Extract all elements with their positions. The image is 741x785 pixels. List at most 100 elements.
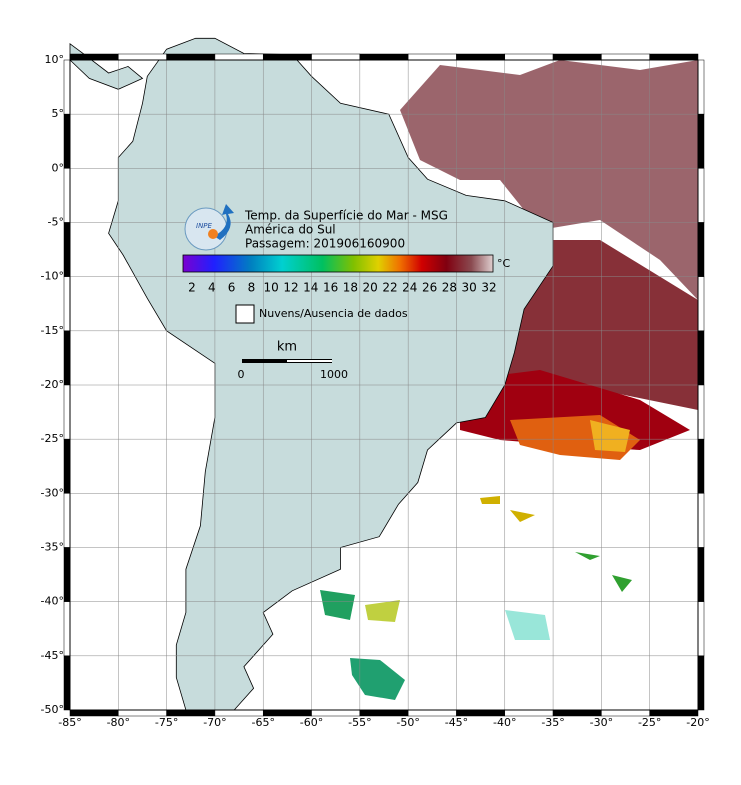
frame-segment xyxy=(69,53,119,61)
frame-segment xyxy=(63,547,71,602)
scale-label: 0 xyxy=(238,368,245,381)
frame-segment xyxy=(697,222,705,277)
frame-segment xyxy=(552,53,602,61)
colorbar-unit: °C xyxy=(497,257,511,270)
colorbar-label: 22 xyxy=(382,281,397,295)
colorbar xyxy=(182,254,494,273)
frame-segment xyxy=(63,113,71,169)
lon-tick-label: -55° xyxy=(348,716,371,729)
colorbar-label: 18 xyxy=(343,281,358,295)
frame-segment xyxy=(63,438,71,494)
map-border xyxy=(69,59,699,711)
scale-label: 1000 xyxy=(320,368,348,381)
frame-segment xyxy=(214,53,264,61)
colorbar-label: 8 xyxy=(248,281,256,295)
frame-segment xyxy=(504,53,554,61)
lat-tick-label: -15° xyxy=(41,324,64,337)
frame-segment xyxy=(697,276,705,332)
frame-segment xyxy=(63,168,71,223)
colorbar-label: 16 xyxy=(323,281,338,295)
colorbar-label: 26 xyxy=(422,281,437,295)
colorbar-label: 30 xyxy=(462,281,477,295)
lon-tick-label: -60° xyxy=(300,716,323,729)
colorbar-label: 12 xyxy=(283,281,298,295)
lon-tick-label: -65° xyxy=(251,716,274,729)
frame-segment xyxy=(407,53,457,61)
frame-segment xyxy=(697,330,705,386)
frame-segment xyxy=(63,655,71,711)
frame-segment xyxy=(63,384,71,440)
lon-tick-label: -75° xyxy=(155,716,178,729)
title-line: Passagem: 201906160900 xyxy=(245,237,405,251)
frame-segment xyxy=(697,113,705,169)
frame-segment xyxy=(697,601,705,657)
colorbar-label: 2 xyxy=(188,281,196,295)
logo-text: INPE xyxy=(196,222,213,230)
lat-tick-label: -25° xyxy=(41,432,64,445)
title-line: América do Sul xyxy=(245,223,336,237)
frame-segment xyxy=(697,59,705,115)
grid xyxy=(69,59,699,711)
lon-tick-label: -25° xyxy=(638,716,661,729)
lat-tick-label: -20° xyxy=(41,378,64,391)
frame-segment xyxy=(697,655,705,711)
colorbar-label: 32 xyxy=(481,281,496,295)
land xyxy=(108,37,554,711)
legend-swatch xyxy=(235,304,255,324)
logo-arrow xyxy=(214,204,234,240)
lat-tick-label: -35° xyxy=(41,541,64,554)
frame-segment xyxy=(63,601,71,657)
lat-tick-label: -30° xyxy=(41,486,64,499)
colorbar-label: 4 xyxy=(208,281,216,295)
lon-tick-label: -35° xyxy=(541,716,564,729)
frame-segment xyxy=(697,168,705,223)
frame-segment xyxy=(697,547,705,602)
logo-sun xyxy=(208,229,218,239)
frame-segment xyxy=(63,276,71,332)
frame-segment xyxy=(118,53,167,61)
lon-tick-label: -30° xyxy=(590,716,613,729)
frame-segment xyxy=(63,330,71,386)
frame-segment xyxy=(456,53,506,61)
frame-segment xyxy=(359,53,409,61)
central-america xyxy=(69,43,144,90)
colorbar-label: 20 xyxy=(363,281,378,295)
colorbar-label: 24 xyxy=(402,281,417,295)
frame-segment xyxy=(697,493,705,548)
frame-segment xyxy=(601,53,650,61)
frame-segment xyxy=(63,59,71,115)
frame-segment xyxy=(697,384,705,440)
lat-tick-label: 0° xyxy=(52,161,65,174)
lat-tick-label: -40° xyxy=(41,595,64,608)
frame-segment xyxy=(697,438,705,494)
colorbar-label: 14 xyxy=(303,281,318,295)
legend-text: Nuvens/Ausencia de dados xyxy=(259,307,408,320)
scale-unit: km xyxy=(277,340,297,355)
lon-tick-label: -20° xyxy=(686,716,709,729)
lon-tick-label: -85° xyxy=(58,716,81,729)
frame-segment xyxy=(63,222,71,277)
lat-tick-label: 5° xyxy=(52,107,65,120)
frame-segment xyxy=(166,53,216,61)
colorbar-label: 28 xyxy=(442,281,457,295)
lon-tick-label: -50° xyxy=(396,716,419,729)
frame-segment xyxy=(63,493,71,548)
lon-tick-label: -80° xyxy=(107,716,130,729)
lon-tick-label: -40° xyxy=(493,716,516,729)
colorbar-label: 10 xyxy=(264,281,279,295)
frame-segment xyxy=(649,53,699,61)
lat-tick-label: -5° xyxy=(48,216,64,229)
colorbar-label: 6 xyxy=(228,281,236,295)
colorbar-labels: 2 4 6 8 10 12 14 16 18 20 22 24 26 28 30 32 xyxy=(188,281,496,295)
frame-segment xyxy=(311,53,361,61)
lon-tick-label: -45° xyxy=(445,716,468,729)
title-line: Temp. da Superfície do Mar - MSG xyxy=(244,209,448,223)
frame-segment xyxy=(262,53,312,61)
lat-tick-label: -45° xyxy=(41,649,64,662)
lat-tick-label: 10° xyxy=(45,53,65,66)
lat-tick-label: -50° xyxy=(41,703,64,716)
frame xyxy=(63,53,705,717)
lat-tick-label: -10° xyxy=(41,270,64,283)
